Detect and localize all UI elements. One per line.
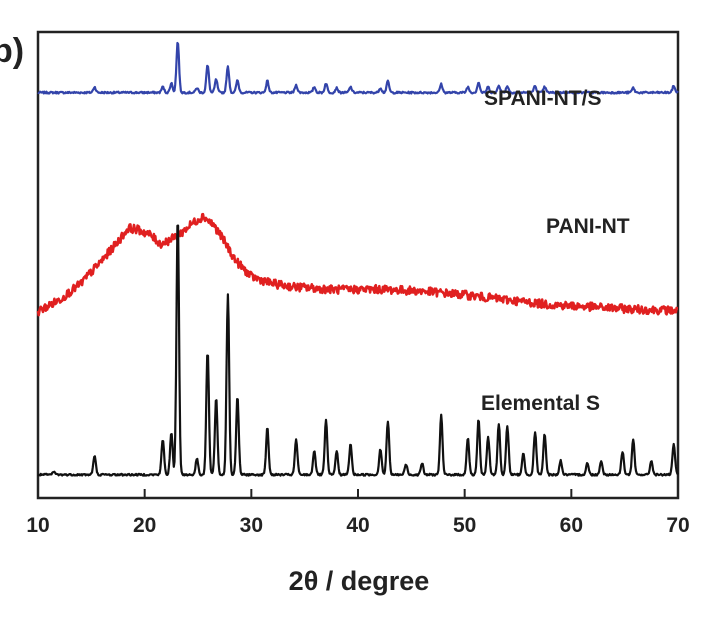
x-tick-label-50: 50 (453, 514, 476, 537)
series-label-spani-nt-s: SPANI-NT/S (484, 87, 601, 110)
x-tick-label-30: 30 (240, 514, 263, 537)
series-label-pani-nt: PANI-NT (546, 215, 630, 238)
series-label-elemental-s: Elemental S (481, 392, 600, 415)
series-line-elemental-s (37, 224, 679, 477)
series-line-pani-nt (36, 212, 679, 317)
x-tick-label-20: 20 (133, 514, 156, 537)
x-tick-label-60: 60 (560, 514, 583, 537)
x-tick-label-10: 10 (26, 514, 49, 537)
x-axis-ticks: 10 20 30 40 50 60 70 (26, 489, 690, 537)
x-tick-label-40: 40 (346, 514, 369, 537)
panel-label: b) (0, 32, 24, 70)
series-layer (36, 41, 679, 477)
series-line-spani-nt-s (37, 41, 679, 95)
x-axis-title: 2θ / degree (289, 566, 430, 596)
x-tick-label-70: 70 (666, 514, 689, 537)
